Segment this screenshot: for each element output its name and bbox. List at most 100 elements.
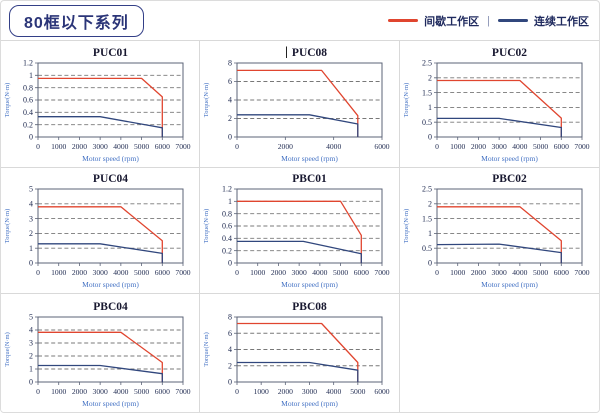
y-tick-label: 1 [29,364,33,373]
x-tick-label: 3000 [92,268,107,277]
y-tick-label: 3 [29,338,33,347]
chart-cell-pbc08: PBC08 0 2 4 6 8 0 1000 2000 3000 4000 5000 6000 Torqu… [200,294,400,412]
page-header: 80框以下系列 间歇工作区 | 连续工作区 [1,1,599,40]
x-tick-label: 2000 [471,268,486,277]
x-tick-label: 0 [235,268,239,277]
x-tick-label: 7000 [574,268,589,277]
y-tick-label: 6 [228,328,232,337]
chart-puc08-canvas: PUC08 0 2 4 6 8 0 2000 4000 6000 Torque(N·m) Motor … [203,46,390,163]
y-tick-label: 8 [228,312,232,321]
y-axis-label: Torque(N·m) [403,209,410,244]
x-tick-label: 0 [435,142,439,151]
y-tick-label: 0 [428,132,432,141]
chart-cell-puc01: PUC01 0 0.2 0.4 0.6 0.8 1 1.2 0 1000 2000 3000 4000 5… [1,41,201,168]
x-tick-label: 6000 [154,387,169,396]
y-tick-label: 0 [29,377,33,386]
intermittent-line-swatch [388,19,419,22]
legend-label-continuous: 连续工作区 [534,15,589,28]
x-tick-label: 6000 [154,268,169,277]
plot-frame [37,188,184,264]
series-continuous [236,240,362,263]
y-axis-label: Torque(N·m) [4,82,11,117]
y-tick-label: 0.4 [222,234,232,243]
y-axis-label: Torque(N·m) [4,332,11,367]
chart-title: PBC04 [93,301,128,313]
x-tick-label: 6000 [374,142,389,151]
x-tick-label: 2000 [471,142,486,151]
x-tick-label: 2000 [271,268,286,277]
x-axis-label: Motor speed (rpm) [82,280,139,289]
y-tick-label: 6 [228,77,232,86]
y-axis-label: Torque(N·m) [203,332,210,367]
chart-pbc02-canvas: PBC02 0 0.5 1 1.5 2 2.5 0 1000 2000 3000 4000 5000 60… [403,173,590,289]
chart-puc01-canvas: PUC01 0 0.2 0.4 0.6 0.8 1 1.2 0 1000 2000 3000 4000 5… [4,47,191,163]
series-continuous [37,115,163,137]
chart-pbc04-canvas: PBC04 0 1 2 3 4 5 0 1000 2000 3000 4000 5000 6000 7000… [4,301,191,408]
x-tick-label: 6000 [154,142,169,151]
x-tick-label: 4000 [113,268,128,277]
x-tick-label: 1000 [51,142,66,151]
x-tick-label: 2000 [71,387,86,396]
x-tick-label: 5000 [134,142,149,151]
chart-title: PUC08 [292,47,327,59]
chart-title: PBC02 [492,173,527,185]
series-continuous [236,113,359,137]
y-tick-label: 0.4 [23,108,33,117]
chart-legend: 间歇工作区 | 连续工作区 [388,13,589,29]
series-intermittent [37,331,163,382]
y-tick-label: 0 [29,132,33,141]
x-tick-label: 1000 [51,268,66,277]
y-tick-label: 5 [29,312,33,321]
x-tick-label: 1000 [51,387,66,396]
x-tick-label: 1000 [450,142,465,151]
y-axis-label: Torque(N·m) [203,82,210,117]
y-tick-label: 0 [428,259,432,268]
x-tick-label: 2000 [278,142,293,151]
series-intermittent [236,322,359,382]
chart-title: PUC01 [93,47,128,59]
y-tick-label: 4 [29,325,33,334]
x-tick-label: 0 [36,268,40,277]
x-tick-label: 3000 [92,142,107,151]
x-axis-label: Motor speed (rpm) [281,154,338,163]
x-axis-label: Motor speed (rpm) [481,154,538,163]
y-axis-label: Torque(N·m) [203,209,210,244]
legend-item-intermittent: 间歇工作区 [388,13,479,29]
y-tick-label: 1.2 [222,185,232,194]
y-tick-label: 2 [428,200,432,209]
y-tick-label: 8 [228,58,232,67]
charts-grid: PUC01 0 0.2 0.4 0.6 0.8 1 1.2 0 1000 2000 3000 4000 5… [1,40,599,412]
legend-item-continuous: 连续工作区 [498,13,589,29]
x-tick-label: 4000 [113,387,128,396]
chart-cell-pbc01: PBC01 0 0.2 0.4 0.6 0.8 1 1.2 0 1000 2000 3000 4000 5… [200,168,400,294]
page-title: 80框以下系列 [9,4,144,37]
y-tick-label: 0 [228,259,232,268]
x-tick-label: 4000 [312,268,327,277]
y-tick-label: 0.5 [422,244,432,253]
x-tick-label: 5000 [134,268,149,277]
chart-puc02-canvas: PUC02 0 0.5 1 1.5 2 2.5 0 1000 2000 3000 4000 5000 60… [403,47,590,163]
series-intermittent [236,200,362,263]
y-tick-label: 0.2 [222,246,232,255]
plot-frame [436,62,583,137]
y-tick-label: 0.2 [23,120,33,129]
x-axis-label: Motor speed (rpm) [82,399,139,408]
y-tick-label: 1 [29,71,33,80]
x-tick-label: 7000 [175,387,190,396]
x-tick-label: 3000 [92,387,107,396]
y-tick-label: 0 [228,132,232,141]
chart-title: PUC04 [93,173,128,185]
x-tick-label: 3000 [491,142,506,151]
y-tick-label: 2.5 [422,58,432,67]
x-tick-label: 7000 [175,142,190,151]
x-tick-label: 6000 [554,142,569,151]
y-tick-label: 4 [228,345,232,354]
y-tick-label: 1 [428,103,432,112]
y-tick-label: 1.5 [422,88,432,97]
x-tick-label: 3000 [491,268,506,277]
chart-title: PBC01 [292,173,327,185]
x-axis-label: Motor speed (rpm) [82,154,139,163]
y-tick-label: 3 [29,214,33,223]
series-intermittent [37,206,163,263]
y-tick-label: 2 [428,73,432,82]
